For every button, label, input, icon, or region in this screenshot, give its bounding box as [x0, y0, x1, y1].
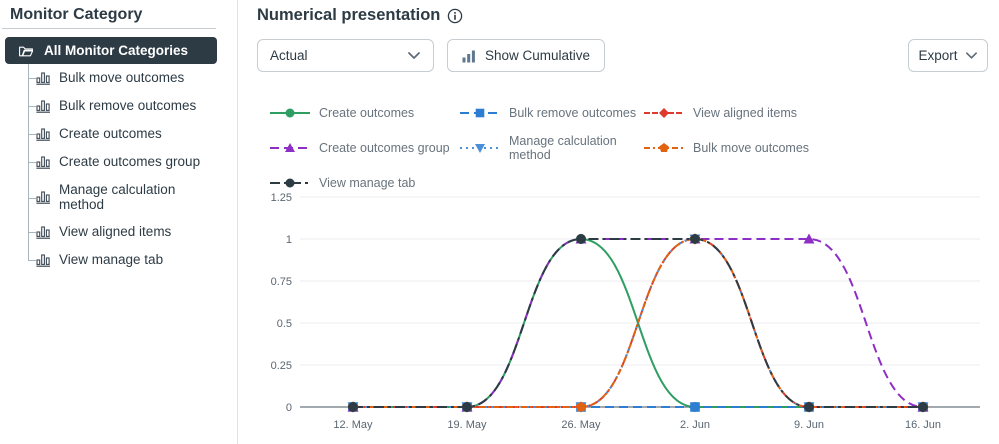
y-tick-label: 1.25 — [271, 192, 292, 204]
x-tick-label: 2. Jun — [680, 419, 710, 431]
sidebar: Monitor Category All Monitor Categories … — [0, 0, 237, 444]
sidebar-item-label: Create outcomes group — [59, 154, 201, 169]
legend-marker — [644, 143, 684, 152]
sidebar-item-create-outcomes-group[interactable]: Create outcomes group — [27, 154, 201, 170]
bar-chart-icon — [36, 128, 50, 141]
legend-marker — [644, 108, 684, 118]
legend-label: Bulk move outcomes — [693, 141, 810, 155]
legend-item-bulk-remove-outcomes[interactable]: Bulk remove outcomes — [460, 106, 644, 120]
y-tick-label: 1 — [286, 234, 292, 246]
sidebar-item-view-aligned-items[interactable]: View aligned items — [27, 224, 172, 240]
panel-divider — [237, 0, 238, 444]
sidebar-item-label: Bulk move outcomes — [59, 70, 185, 85]
series-line-create-outcomes — [353, 237, 923, 408]
series-line-create-outcomes-group — [353, 238, 924, 408]
bar-chart-icon — [36, 100, 50, 113]
chevron-down-icon — [408, 52, 420, 59]
legend-label: Create outcomes — [319, 106, 415, 120]
legend-item-create-outcomes[interactable]: Create outcomes — [270, 106, 460, 120]
x-tick-label: 9. Jun — [794, 419, 824, 431]
y-tick-label: 0.25 — [271, 360, 292, 372]
chart-legend: Create outcomes Bulk remove outcomes View … — [270, 106, 809, 190]
series-line-bulk-move-outcomes — [353, 237, 923, 408]
series-line-manage-calculation-method — [353, 237, 923, 408]
x-tick-label: 19. May — [447, 419, 487, 431]
sidebar-item-bulk-remove-outcomes[interactable]: Bulk remove outcomes — [27, 98, 197, 114]
page-title: Numerical presentation — [257, 6, 441, 24]
bar-chart-icon — [36, 254, 50, 267]
sidebar-item-bulk-move-outcomes[interactable]: Bulk move outcomes — [27, 70, 185, 86]
bar-chart-icon — [36, 191, 50, 204]
sidebar-selected-label: All Monitor Categories — [44, 43, 189, 58]
x-tick-label: 12. May — [333, 419, 373, 431]
legend-marker — [460, 144, 500, 153]
actual-dropdown-value: Actual — [270, 48, 308, 63]
folder-open-icon — [19, 46, 34, 56]
legend-item-create-outcomes-group[interactable]: Create outcomes group — [270, 134, 460, 162]
show-cumulative-button[interactable]: Show Cumulative — [447, 39, 606, 72]
sidebar-title: Monitor Category — [10, 6, 143, 23]
sidebar-item-label: View manage tab — [59, 252, 164, 267]
legend-marker — [270, 108, 310, 118]
bar-chart-icon — [36, 226, 50, 239]
legend-label: Manage calculation method — [509, 134, 617, 162]
legend-item-view-manage-tab[interactable]: View manage tab — [270, 176, 460, 190]
legend-label: Create outcomes group — [319, 141, 450, 155]
bar-chart-icon — [36, 156, 50, 169]
x-tick-label: 26. May — [561, 419, 601, 431]
legend-item-view-aligned-items[interactable]: View aligned items — [644, 106, 809, 120]
legend-marker — [270, 143, 310, 152]
legend-label: View aligned items — [693, 106, 797, 120]
sidebar-item-label: View aligned items — [59, 224, 172, 239]
legend-label: View manage tab — [319, 176, 416, 190]
sidebar-item-view-manage-tab[interactable]: View manage tab — [27, 252, 164, 268]
x-tick-label: 16. Jun — [905, 419, 941, 431]
export-label: Export — [918, 48, 958, 63]
sidebar-item-all-monitor-categories[interactable]: All Monitor Categories — [5, 37, 217, 64]
actual-dropdown[interactable]: Actual — [257, 39, 434, 72]
sidebar-item-label: Create outcomes — [59, 126, 162, 141]
y-tick-label: 0 — [286, 402, 292, 414]
y-tick-label: 0.75 — [271, 276, 292, 288]
info-icon[interactable] — [447, 8, 463, 24]
bar-chart-icon — [36, 72, 50, 85]
sidebar-item-manage-calculation-method[interactable]: Manage calculation method — [28, 182, 211, 212]
sidebar-item-label: Manage calculation method — [59, 182, 176, 212]
sidebar-divider — [2, 28, 216, 29]
y-tick-label: 0.5 — [277, 318, 292, 330]
show-cumulative-label: Show Cumulative — [485, 48, 591, 63]
series-line-view-aligned-items — [353, 237, 923, 408]
export-button[interactable]: Export — [908, 39, 988, 72]
page-title-row: Numerical presentation — [257, 6, 463, 25]
chevron-down-icon — [965, 52, 977, 59]
legend-marker — [460, 108, 500, 118]
sidebar-item-label: Bulk remove outcomes — [59, 98, 197, 113]
legend-item-manage-calculation-method[interactable]: Manage calculation method — [460, 134, 644, 162]
legend-item-bulk-move-outcomes[interactable]: Bulk move outcomes — [644, 134, 809, 162]
sidebar-item-create-outcomes[interactable]: Create outcomes — [28, 126, 162, 142]
legend-label: Bulk remove outcomes — [509, 106, 637, 120]
bar-chart-icon — [462, 50, 475, 62]
legend-marker — [270, 178, 310, 188]
series-line-view-manage-tab — [353, 238, 923, 408]
